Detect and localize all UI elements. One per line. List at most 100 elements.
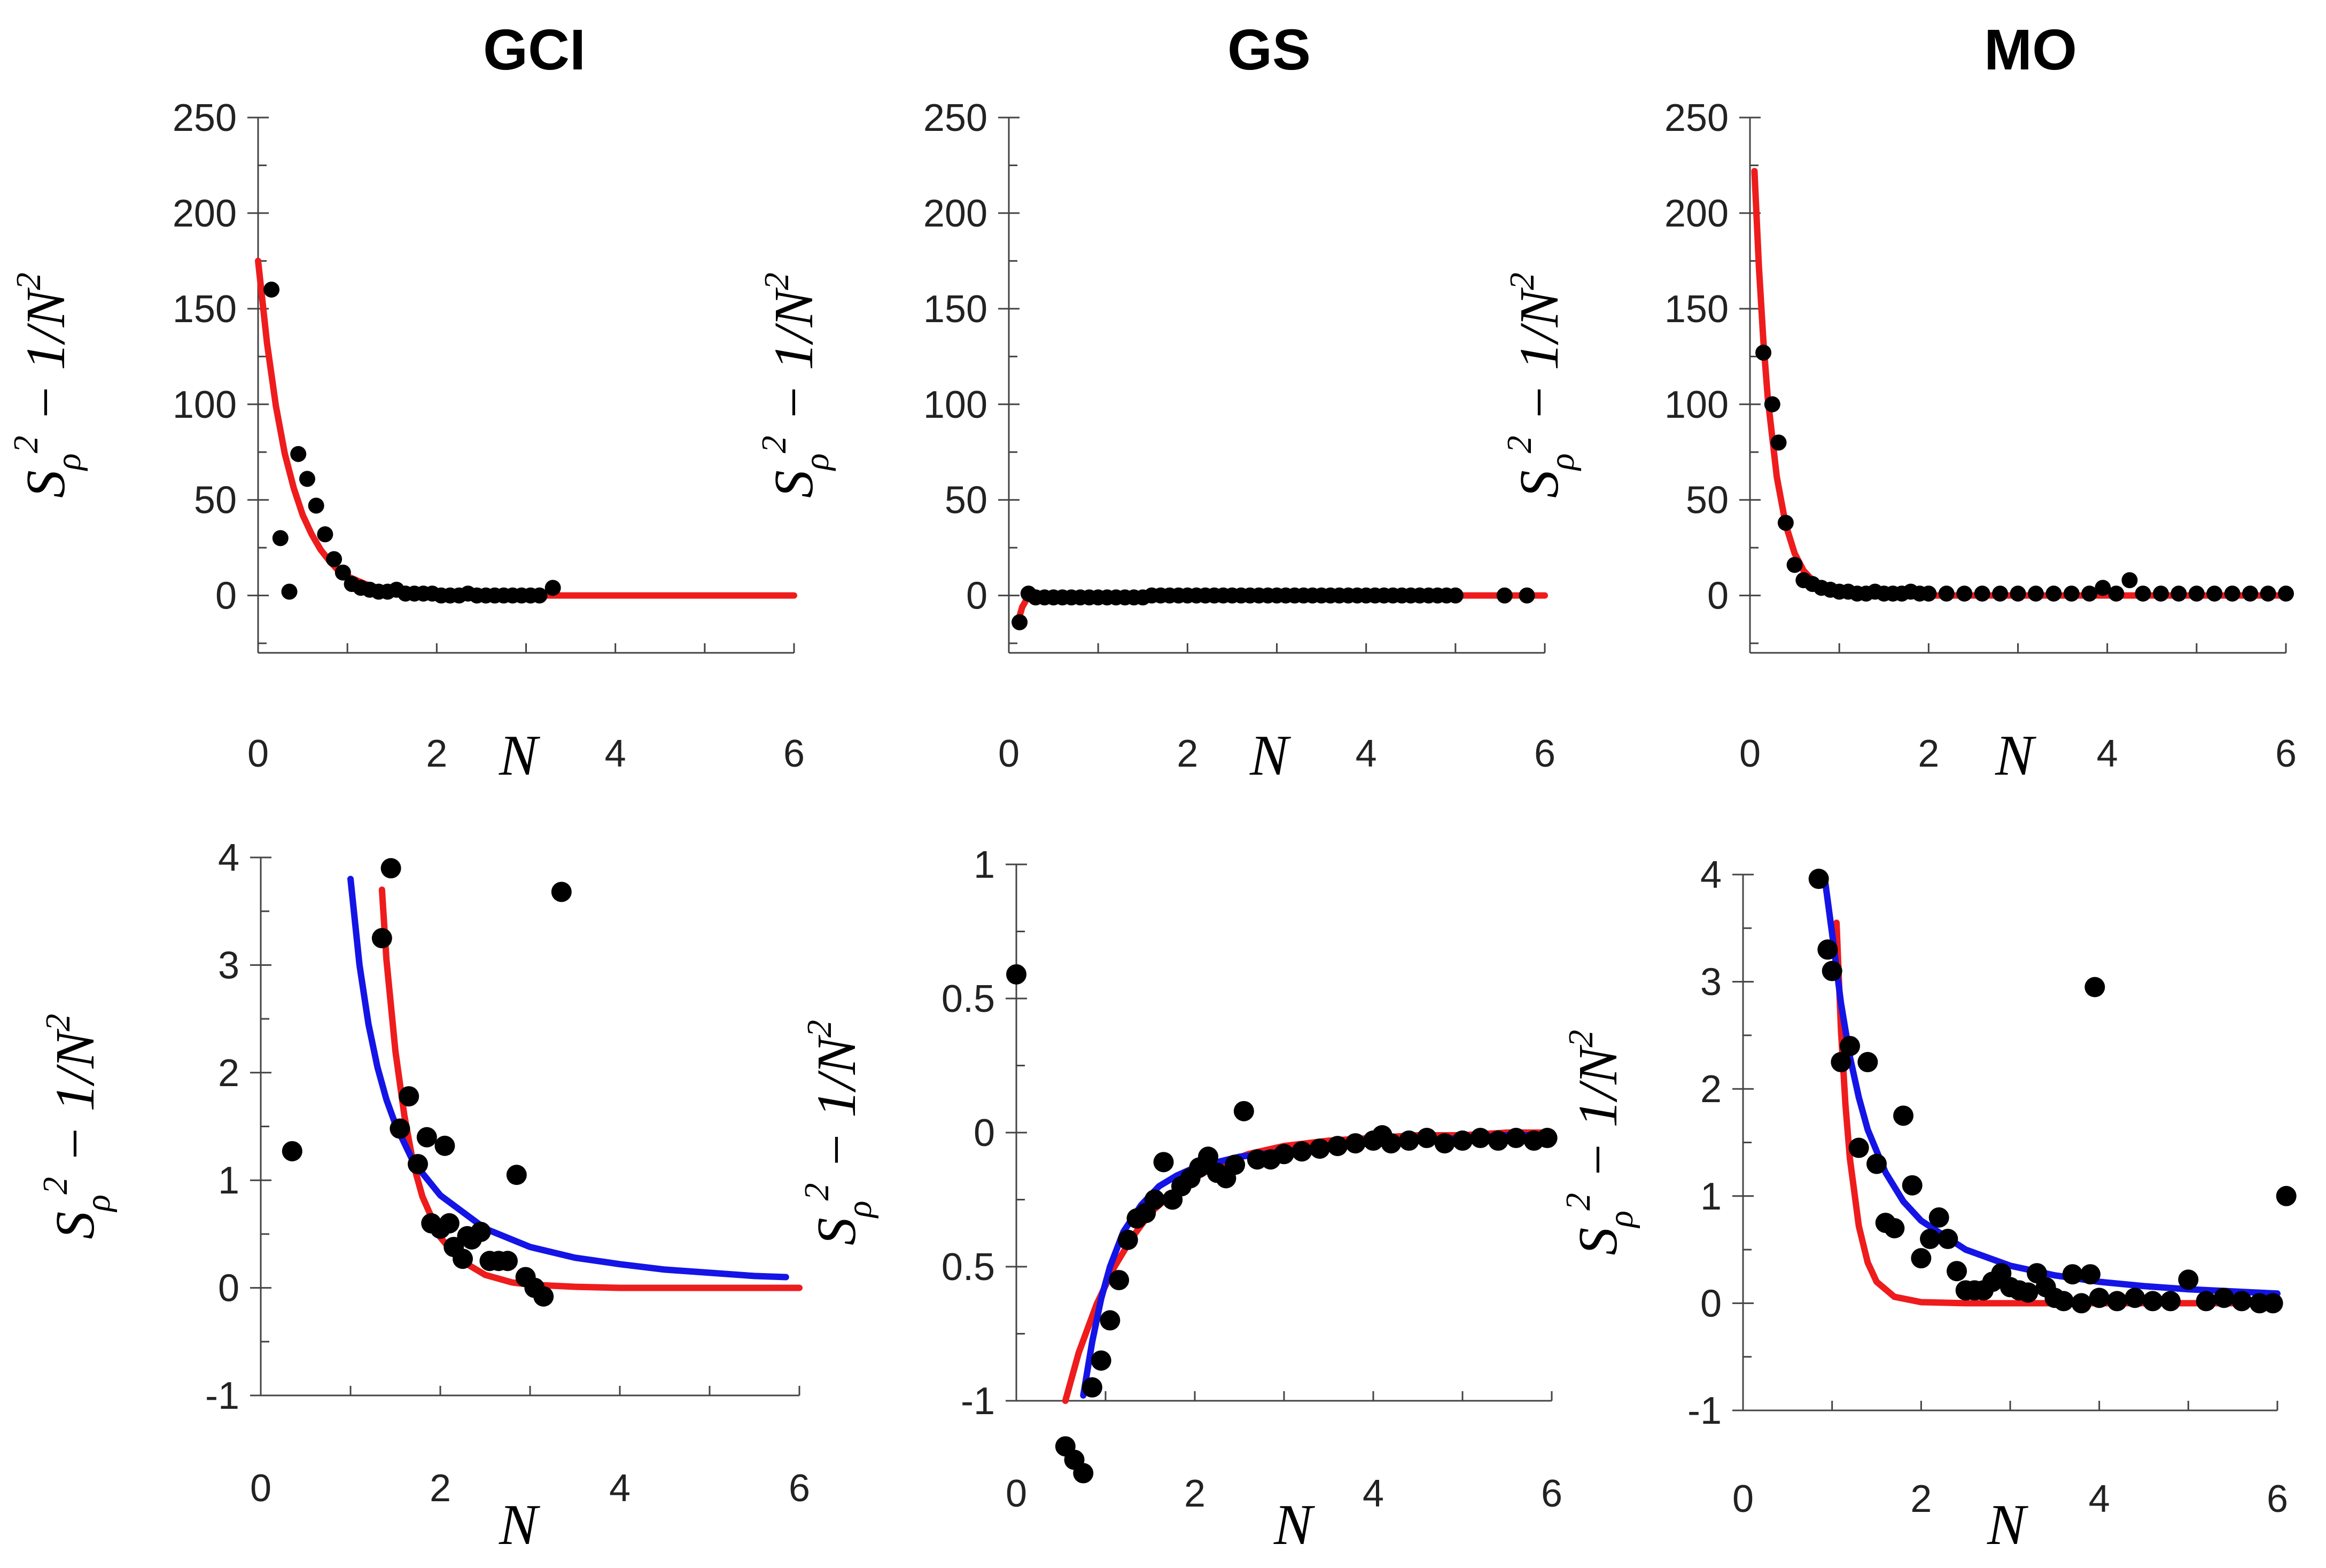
data-point	[1786, 557, 1803, 573]
data-point	[1012, 614, 1028, 630]
data-point	[2010, 586, 2026, 602]
data-point	[1117, 1229, 1138, 1250]
y-label-sub: ρ	[840, 1200, 879, 1219]
y-tick-label: 100	[923, 384, 987, 426]
data-point	[2171, 586, 2187, 602]
y-tick-label: 250	[923, 97, 987, 139]
x-axis-label: N	[1987, 1493, 2029, 1557]
y-label-sup2: 2	[757, 272, 796, 290]
x-axis-label: N	[499, 1493, 541, 1557]
data-point	[2089, 1288, 2110, 1308]
data-point	[2231, 1291, 2252, 1312]
column-title-mo: MO	[1984, 17, 2077, 82]
data-point	[371, 928, 392, 949]
data-point	[2214, 1288, 2234, 1308]
data-point	[1091, 1350, 1111, 1371]
y-label-sup: 2	[6, 435, 45, 453]
data-point	[2278, 586, 2294, 602]
data-point	[1381, 1133, 1402, 1154]
data-point	[1398, 1130, 1419, 1151]
data-point	[2107, 1291, 2127, 1312]
data-point	[1817, 939, 1838, 960]
data-point	[1434, 1133, 1455, 1154]
y-label-sup2: 2	[800, 1020, 839, 1037]
y-label-sup2: 2	[1561, 1029, 1600, 1047]
x-tick-label: 2	[1177, 732, 1198, 775]
x-tick-label: 6	[783, 732, 805, 775]
y-axis-label: Sρ2 − 1/N2	[1500, 272, 1582, 498]
y-label-s: S	[763, 470, 824, 498]
x-tick-label: 0	[1739, 732, 1761, 775]
y-axis-label: Sρ2 − 1/N2	[754, 272, 836, 498]
data-point	[1082, 1377, 1102, 1398]
y-label-sub: ρ	[797, 453, 836, 471]
y-tick-label: 2	[218, 1052, 239, 1095]
y-axis-label: Sρ2 − 1/N2	[6, 272, 88, 498]
column-title-gs: GS	[1227, 17, 1311, 82]
data-point	[334, 564, 351, 581]
data-point	[1345, 1133, 1366, 1154]
x-tick-label: 4	[609, 1467, 631, 1510]
x-tick-label: 2	[426, 732, 447, 775]
x-axis-label: N	[499, 724, 541, 787]
y-label-sup: 2	[1559, 1193, 1598, 1211]
data-point	[1893, 1105, 1913, 1126]
data-point	[2152, 586, 2169, 602]
data-point	[380, 858, 401, 879]
data-point	[439, 1213, 460, 1234]
x-tick-label: 0	[998, 732, 1020, 775]
y-tick-label: 0	[215, 575, 237, 618]
y-label-s: S	[44, 1212, 106, 1239]
y-label-s: S	[806, 1218, 867, 1245]
data-point	[2206, 586, 2223, 602]
x-axis-label: N	[1249, 724, 1292, 787]
y-label-sup2: 2	[38, 1013, 77, 1031]
data-point	[2178, 1269, 2199, 1290]
x-tick-label: 4	[1363, 1472, 1384, 1515]
data-point	[416, 1127, 437, 1148]
data-point	[1470, 1128, 1491, 1149]
data-point	[1327, 1136, 1348, 1157]
y-tick-label: 50	[1686, 479, 1729, 522]
x-tick-label: 2	[1910, 1478, 1932, 1520]
y-tick-label: 150	[923, 288, 987, 331]
data-point	[308, 497, 324, 514]
data-point	[453, 1249, 473, 1269]
blue-fit-curve	[347, 876, 789, 1281]
data-point	[2160, 1291, 2181, 1312]
data-point	[1764, 396, 1780, 412]
y-tick-label: 0	[966, 575, 987, 618]
y-label-rest: − 1/N	[44, 1028, 106, 1177]
data-point	[497, 1251, 518, 1271]
x-tick-label: 6	[1541, 1472, 1562, 1515]
y-axis-label: Sρ2 − 1/N2	[797, 1020, 879, 1245]
data-point	[506, 1165, 527, 1185]
data-point	[1417, 1128, 1437, 1149]
data-point	[2242, 586, 2259, 602]
data-point	[2080, 1264, 2101, 1285]
x-axis-label: N	[1273, 1493, 1316, 1557]
data-point	[2062, 1264, 2083, 1285]
y-tick-label: -1	[961, 1380, 995, 1423]
data-point	[282, 1141, 302, 1161]
data-point	[1928, 1207, 1949, 1228]
data-point	[531, 587, 548, 604]
y-label-rest: − 1/N	[1567, 1044, 1629, 1193]
y-label-sub: ρ	[79, 1195, 118, 1213]
data-point	[1770, 434, 1787, 451]
y-label-sup2: 2	[9, 272, 48, 290]
x-tick-label: 4	[1356, 732, 1377, 775]
x-tick-label: 6	[2267, 1478, 2288, 1520]
y-tick-label: 200	[1664, 192, 1729, 235]
y-label-s: S	[1567, 1228, 1629, 1255]
data-point	[390, 1118, 410, 1139]
y-tick-label: -1	[205, 1375, 239, 1417]
blue-fit-curve	[1080, 1132, 1555, 1399]
data-point	[2045, 586, 2062, 602]
data-point	[2135, 586, 2151, 602]
y-tick-label: 0	[974, 1112, 995, 1154]
